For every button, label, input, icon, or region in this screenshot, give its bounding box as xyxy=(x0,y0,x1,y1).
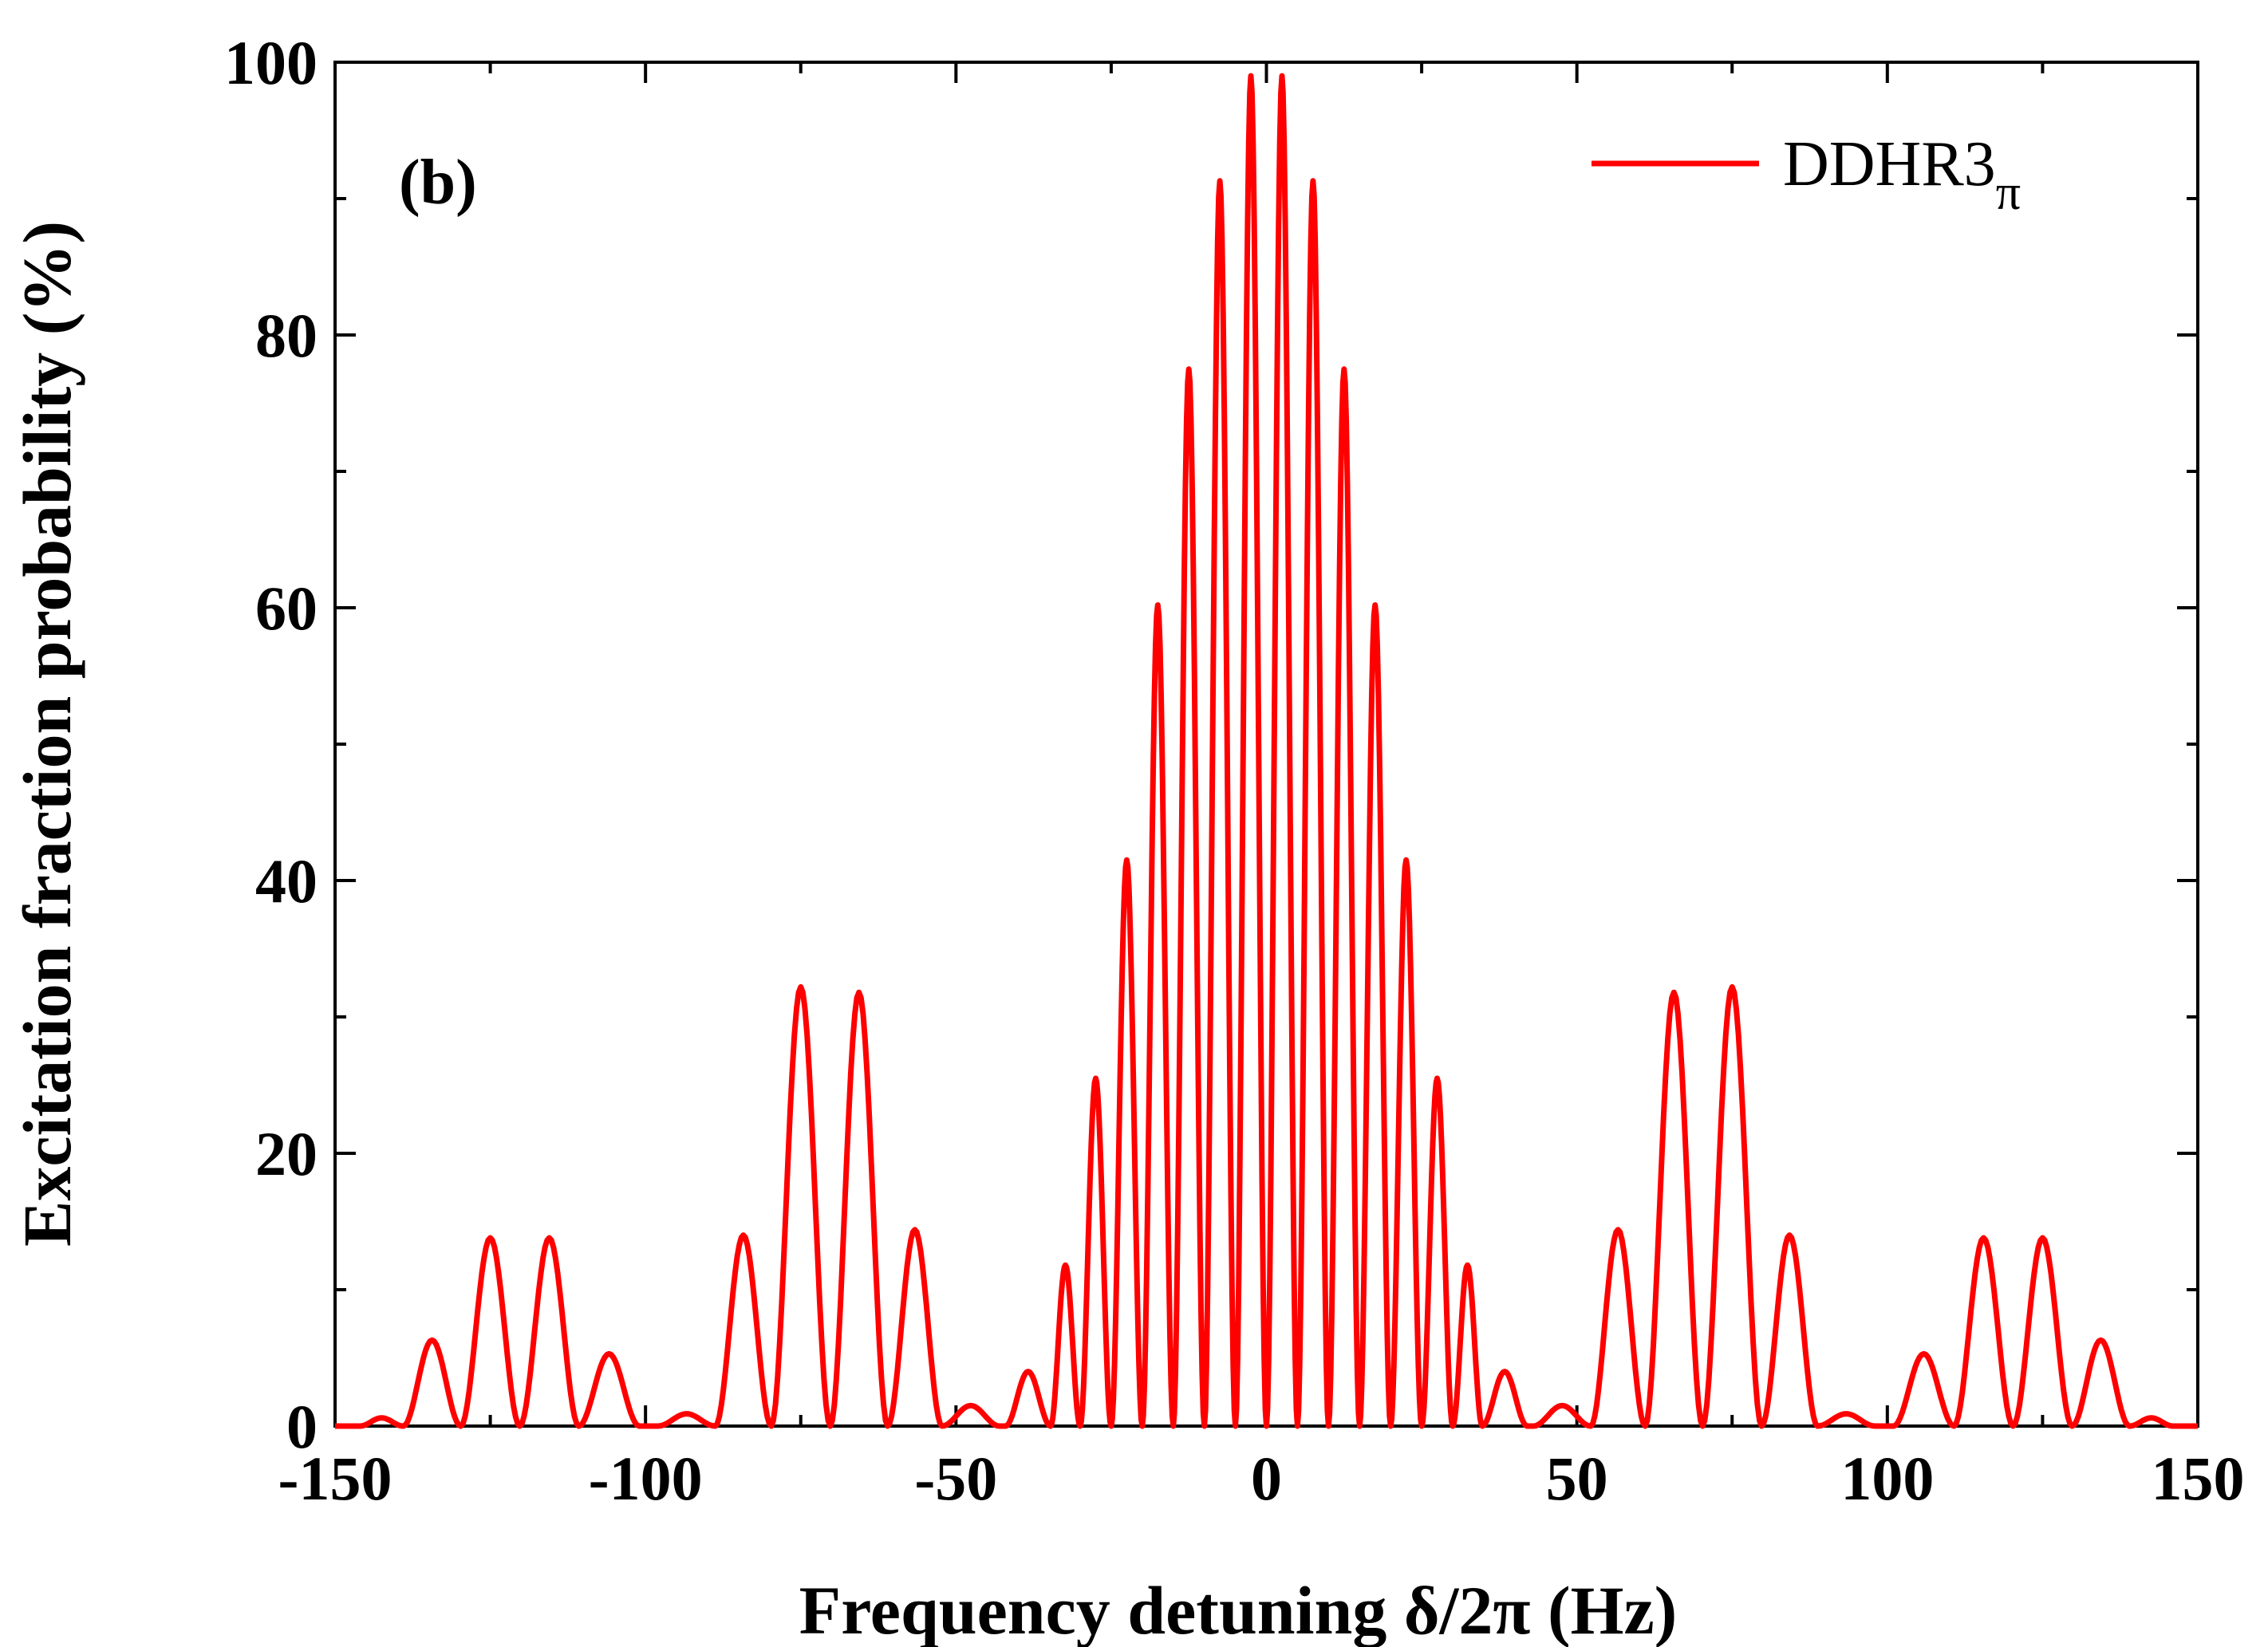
y-tick-label: 80 xyxy=(255,301,318,370)
legend-series-name: DDHR3 xyxy=(1783,129,1996,199)
series-line-ddhr3 xyxy=(335,73,2198,1429)
x-axis: -150 -100 -50 0 50 100 150 xyxy=(278,62,2245,1513)
x-tick-label: -50 xyxy=(914,1444,997,1513)
x-tick-label: 150 xyxy=(2152,1444,2245,1513)
legend-series-subscript: π xyxy=(1996,166,2021,220)
y-tick-label: 40 xyxy=(255,846,318,916)
y-tick-label: 0 xyxy=(286,1392,318,1461)
x-tick-label: 0 xyxy=(1251,1444,1282,1513)
x-tick-label: -150 xyxy=(278,1444,392,1513)
y-axis: 0 20 40 60 80 100 xyxy=(224,28,2198,1461)
x-tick-label: -100 xyxy=(589,1444,703,1513)
x-tick-label: 100 xyxy=(1840,1444,1934,1513)
x-axis-title: Frequency detuning δ/2π (Hz) xyxy=(799,1572,1678,1647)
plot-frame xyxy=(333,61,2199,1428)
x-tick-label: 50 xyxy=(1546,1444,1608,1513)
legend-label: DDHR3π xyxy=(1783,129,2021,220)
legend: DDHR3π xyxy=(1592,129,2021,220)
panel-label: (b) xyxy=(399,148,477,218)
y-tick-label: 100 xyxy=(224,28,318,97)
y-tick-label: 20 xyxy=(255,1119,318,1188)
y-axis-title: Excitation fraction probability (%) xyxy=(9,221,85,1247)
y-tick-label: 60 xyxy=(255,573,318,643)
